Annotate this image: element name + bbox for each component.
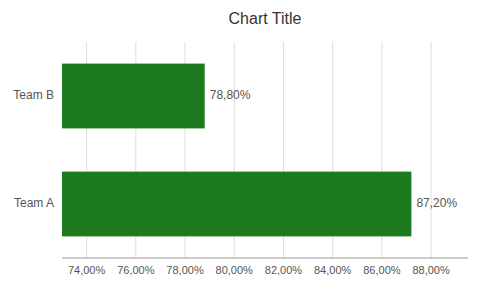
x-tick-label: 76,00%	[117, 264, 155, 276]
title: Chart Title	[229, 10, 302, 27]
bars	[62, 64, 411, 237]
x-tick-label: 84,00%	[314, 264, 352, 276]
category-label: Team B	[13, 88, 54, 102]
x-tick-label: 78,00%	[166, 264, 204, 276]
bar	[62, 64, 205, 129]
bar	[62, 172, 411, 237]
x-tick-label: 74,00%	[68, 264, 106, 276]
x-axis-line	[62, 258, 468, 259]
page: {"chart_data": {"type": "bar", "orientat…	[0, 0, 490, 298]
chart: Chart Title 74,00% 76,00% 78,00% 80,00% 82,00…	[0, 0, 490, 298]
x-tick-label: 88,00%	[412, 264, 450, 276]
data-label: 78,80%	[210, 88, 251, 102]
x-tick-label: 80,00%	[216, 264, 254, 276]
data-label: 87,20%	[416, 196, 457, 210]
category-label: Team A	[14, 196, 54, 210]
grid-line	[431, 42, 432, 258]
x-tick-label: 82,00%	[265, 264, 303, 276]
x-tick-label: 86,00%	[363, 264, 401, 276]
